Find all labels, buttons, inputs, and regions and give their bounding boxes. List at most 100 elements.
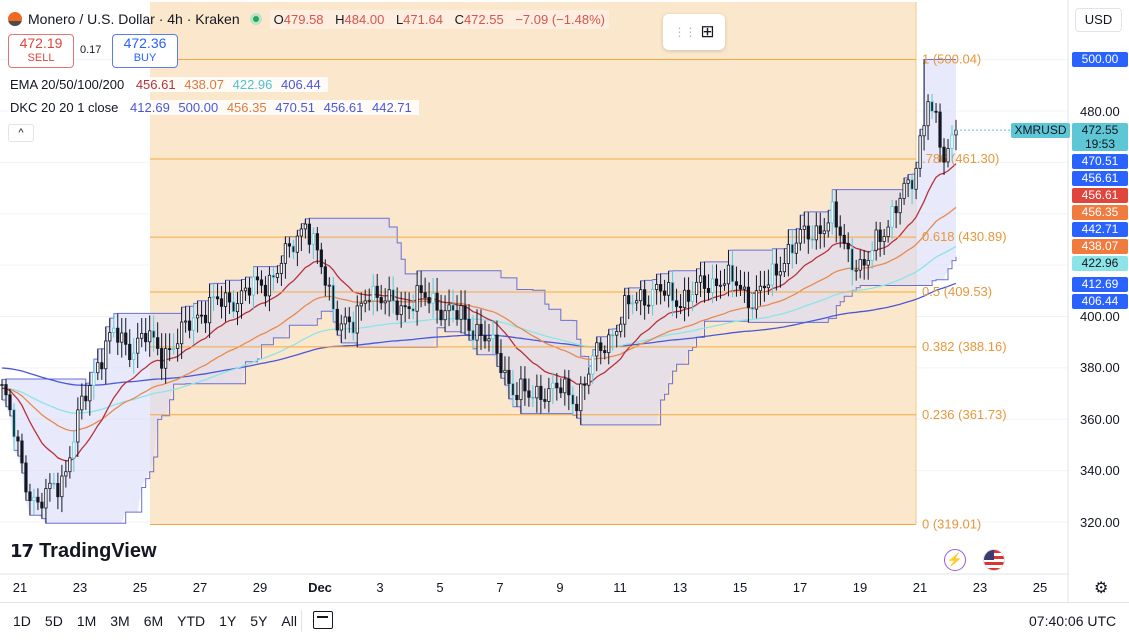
candle-body	[315, 233, 319, 251]
timeframe-1m[interactable]: 1M	[76, 613, 97, 629]
buy-button[interactable]: 472.36 BUY	[112, 34, 178, 68]
ema20-label: 456.61	[1072, 188, 1128, 203]
candle-body	[922, 125, 926, 137]
candle-body	[28, 491, 32, 501]
candle-body	[571, 394, 575, 405]
candle-body	[56, 483, 60, 498]
candle-body	[12, 409, 16, 438]
price-tick: 360.00	[1080, 412, 1120, 427]
fib-level-label: 1 (500.04)	[922, 52, 981, 67]
candle-body	[579, 383, 583, 412]
candle-body	[104, 340, 108, 370]
timeframe-6m[interactable]: 6M	[143, 613, 164, 629]
sell-price: 472.19	[19, 35, 63, 51]
candle-body	[766, 284, 770, 289]
timeframe-5d[interactable]: 5D	[44, 613, 63, 629]
candle-body	[431, 292, 435, 304]
candle-body	[870, 249, 874, 261]
candle-body	[882, 236, 886, 242]
candle-body	[575, 403, 579, 412]
candle-body	[942, 146, 946, 163]
candle-body	[407, 306, 411, 309]
currency-button[interactable]: USD	[1075, 8, 1122, 32]
time-tick: 11	[613, 580, 627, 595]
price-tick: 480.00	[1080, 104, 1120, 119]
candle-body	[898, 198, 902, 214]
tradingview-logo-icon: 17	[10, 541, 34, 562]
price-tick: 400.00	[1080, 309, 1120, 324]
time-axis[interactable]: 21 23 25 27 29 Dec 3 5 7 9 11 13 15 17 1…	[0, 580, 1129, 597]
candle-body	[279, 262, 284, 274]
candle-body	[850, 248, 854, 271]
us-flag-icon[interactable]	[983, 549, 1005, 571]
candle-body	[323, 266, 327, 286]
change-value: −7.09 (−1.48%)	[515, 11, 605, 27]
last-price-label: 472.55 19:53	[1072, 123, 1128, 151]
candle-body	[395, 300, 399, 315]
go-to-date-calendar-icon[interactable]	[313, 611, 333, 629]
candle-body	[219, 298, 224, 307]
symbol-title[interactable]: Monero / U.S. Dollar · 4h · Kraken	[28, 11, 240, 27]
candle-body	[287, 243, 291, 247]
candle-body	[251, 276, 256, 296]
candle-body	[359, 302, 363, 307]
candle-body	[643, 289, 647, 306]
candle-body	[423, 292, 427, 298]
timeframe-3m[interactable]: 3M	[110, 613, 130, 629]
candle-body	[375, 285, 379, 298]
sell-button[interactable]: 472.19 SELL	[8, 34, 74, 68]
candle-body	[215, 296, 220, 300]
brand-name: TradingView	[39, 540, 157, 562]
collapse-legend-button[interactable]: ^	[8, 124, 34, 142]
drag-handle-icon[interactable]: ⋮⋮	[673, 25, 696, 39]
ema-legend[interactable]: EMA 20/50/100/200 456.61 438.07 422.96 4…	[8, 77, 328, 92]
candle-body	[168, 348, 172, 351]
candle-body	[663, 290, 667, 296]
candle-body	[475, 323, 479, 341]
candle-body	[184, 320, 188, 323]
candle-body	[415, 285, 419, 312]
tradingview-logo[interactable]: 17 TradingView	[10, 540, 157, 563]
candle-body	[40, 501, 44, 509]
fib-level-label: .786 (461.30)	[922, 151, 999, 166]
candle-body	[595, 342, 599, 357]
toolbar-widget[interactable]: ⋮⋮ ⊞	[663, 14, 725, 50]
timeframe-all[interactable]: All	[281, 613, 297, 629]
candle-body	[275, 273, 280, 278]
candle-body	[515, 394, 519, 401]
candle-body	[199, 314, 204, 317]
candle-body	[750, 307, 755, 310]
ema200-label: 406.44	[1072, 294, 1128, 309]
lightning-icon[interactable]: ⚡	[944, 549, 966, 571]
candle-body	[547, 388, 551, 402]
candle-body	[371, 285, 375, 301]
timeframe-ytd[interactable]: YTD	[177, 613, 206, 629]
time-tick: 29	[252, 580, 268, 595]
candle-body	[327, 284, 331, 287]
candle-body	[587, 373, 591, 386]
candle-body	[307, 223, 311, 245]
timeframe-1y[interactable]: 1Y	[219, 613, 237, 629]
dkc-legend[interactable]: DKC 20 20 1 close 412.69 500.00 456.35 4…	[8, 100, 419, 115]
dkc-basis-label: 456.61	[1072, 171, 1128, 186]
settings-gear-icon[interactable]: ⚙	[1094, 580, 1109, 597]
candle-body	[435, 292, 439, 311]
candle-body	[694, 281, 699, 296]
candle-body	[227, 292, 232, 303]
candle-body	[607, 334, 611, 354]
utc-clock[interactable]: 07:40:06 UTC	[1029, 613, 1117, 629]
candle-body	[116, 327, 120, 343]
candle-body	[44, 488, 48, 509]
candle-body	[926, 101, 930, 127]
candle-body	[722, 283, 727, 286]
candle-body	[762, 285, 766, 289]
chevron-up-icon: ^	[18, 127, 24, 139]
candle-body	[806, 225, 810, 240]
timeframe-5y[interactable]: 5Y	[250, 613, 268, 629]
candle-body	[858, 259, 862, 271]
candle-body	[603, 350, 607, 354]
candle-body	[551, 382, 555, 390]
object-tree-icon[interactable]: ⊞	[700, 22, 715, 41]
timeframe-1d[interactable]: 1D	[13, 613, 31, 629]
